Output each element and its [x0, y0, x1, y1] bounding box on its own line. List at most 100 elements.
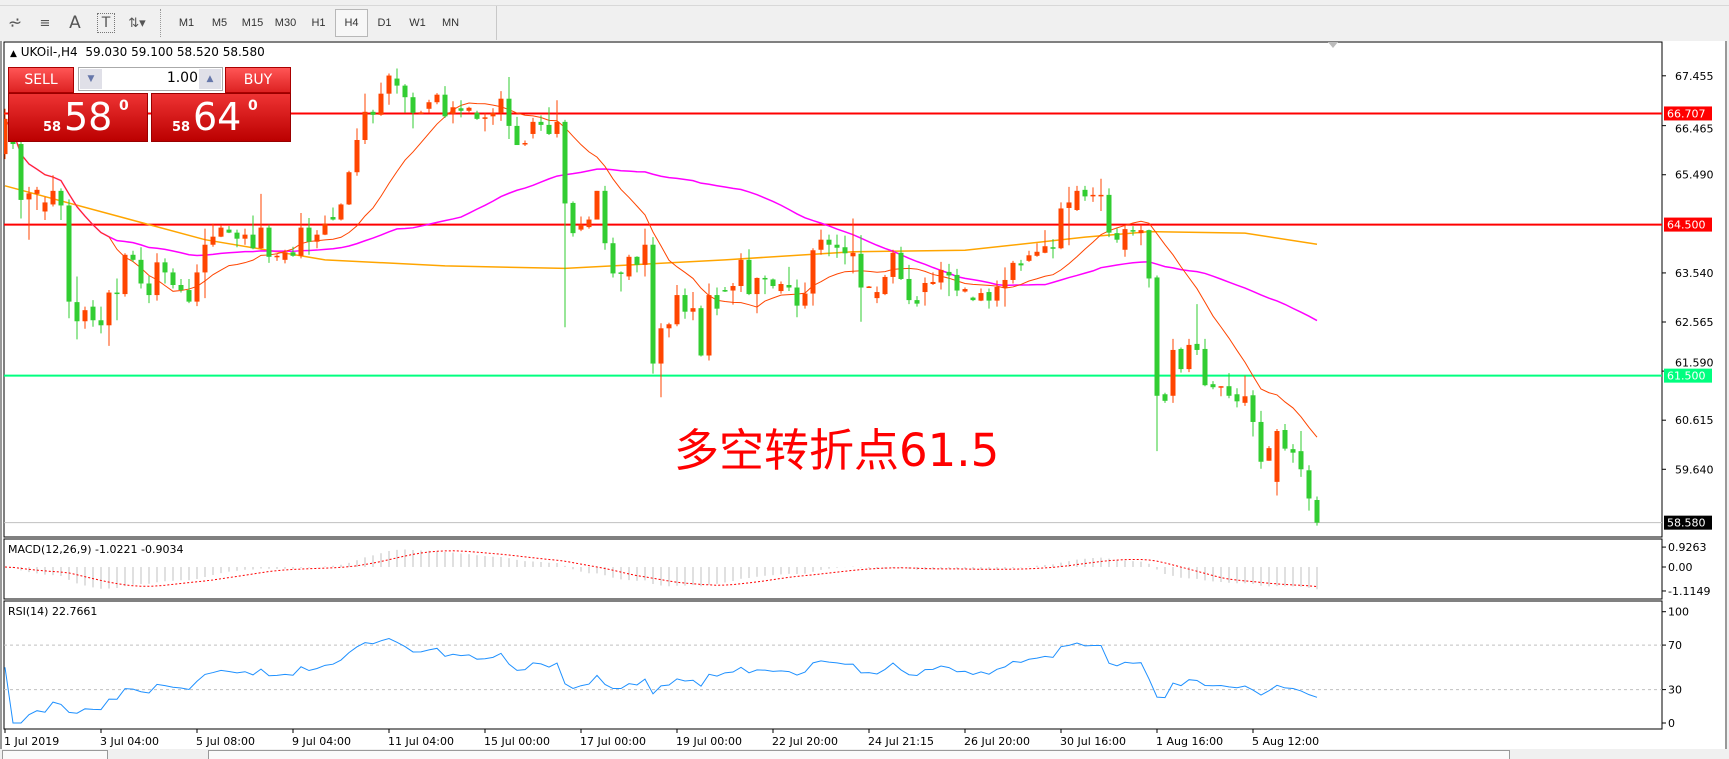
- arrows-icon[interactable]: ⇅▾: [128, 15, 146, 31]
- candle-body: [442, 94, 448, 117]
- price-axis-label: 62.565: [1675, 316, 1714, 329]
- text-icon[interactable]: A: [69, 13, 81, 33]
- candle: [394, 68, 400, 94]
- candle-body: [338, 204, 344, 220]
- sell-price-small: 58: [43, 120, 62, 135]
- candle-body: [1146, 230, 1152, 279]
- candle-body: [26, 193, 32, 200]
- candle-body: [210, 236, 216, 245]
- chart-tab[interactable]: [208, 750, 1510, 759]
- time-axis-label: 1 Aug 16:00: [1156, 735, 1223, 748]
- buy-price-box[interactable]: 58 64 0: [151, 93, 291, 142]
- timeframe-w1-button[interactable]: W1: [409, 17, 426, 29]
- candle: [1098, 178, 1104, 211]
- candle: [442, 86, 448, 118]
- text-label-icon[interactable]: T: [97, 13, 115, 33]
- candle-body: [234, 232, 240, 239]
- candle-body: [586, 219, 592, 228]
- candle: [666, 322, 672, 338]
- lot-increase-button[interactable]: ▲: [199, 69, 221, 89]
- candle: [858, 235, 864, 322]
- candle-body: [50, 190, 56, 205]
- candle-body: [1138, 230, 1144, 234]
- candle: [250, 215, 256, 250]
- candle: [1042, 230, 1048, 254]
- candle: [738, 253, 744, 293]
- candle-body: [18, 144, 24, 200]
- sell-price-box[interactable]: 58 58 0: [8, 93, 148, 142]
- candle-body: [410, 97, 416, 113]
- buy-button[interactable]: BUY: [225, 67, 291, 93]
- candle: [1082, 185, 1088, 201]
- candle-body: [1114, 233, 1120, 240]
- candle-body: [194, 272, 200, 302]
- candle: [114, 278, 120, 321]
- candle: [106, 290, 112, 346]
- candle: [1282, 423, 1288, 451]
- candle-body: [258, 227, 264, 249]
- candle: [1154, 275, 1160, 452]
- chart-tab[interactable]: [2, 750, 108, 759]
- lot-size-field[interactable]: ▼ 1.00 ▲: [78, 67, 223, 91]
- candle-body: [4, 118, 8, 155]
- candle: [786, 266, 792, 292]
- candle-body: [1098, 194, 1104, 197]
- sell-button[interactable]: SELL: [8, 67, 74, 93]
- candle: [906, 264, 912, 305]
- timeframe-m15-button[interactable]: M15: [241, 17, 264, 29]
- timeframe-d1-button[interactable]: D1: [377, 17, 392, 29]
- candle-body: [1042, 246, 1048, 253]
- candle: [506, 77, 512, 139]
- candle-body: [522, 143, 528, 145]
- time-axis-label: 30 Jul 16:00: [1060, 735, 1126, 748]
- candle: [610, 237, 616, 278]
- timeframe-mn-button[interactable]: MN: [441, 17, 460, 29]
- elliott-wave-icon[interactable]: ⩫: [7, 13, 23, 33]
- candle: [26, 186, 32, 240]
- candle: [746, 249, 752, 296]
- candle: [1162, 392, 1168, 403]
- candle-body: [226, 229, 232, 233]
- candle: [522, 140, 528, 147]
- candle: [1130, 226, 1136, 236]
- timeframe-h4-button[interactable]: H4: [335, 9, 368, 37]
- timeframe-h1-button[interactable]: H1: [311, 17, 326, 29]
- price-line-label-bg: [1664, 515, 1712, 530]
- candle-body: [850, 252, 856, 257]
- candle-body: [138, 259, 144, 284]
- collapse-triangle-icon[interactable]: ▲: [10, 49, 17, 59]
- candle: [1194, 304, 1200, 355]
- rsi-label: RSI(14) 22.7661: [8, 605, 97, 618]
- candle: [674, 285, 680, 327]
- candle: [1274, 429, 1280, 496]
- candle: [1234, 388, 1240, 408]
- candle: [994, 280, 1000, 307]
- candle-body: [938, 269, 944, 283]
- candle-body: [1050, 247, 1056, 249]
- candle: [650, 237, 656, 374]
- fibonacci-icon[interactable]: ≡: [39, 15, 51, 31]
- candle-body: [298, 227, 304, 256]
- candle-body: [34, 189, 40, 194]
- candle: [314, 230, 320, 249]
- timeframe-m5-button[interactable]: M5: [211, 17, 228, 29]
- candle: [170, 268, 176, 289]
- candle-body: [378, 93, 384, 115]
- price-axis-label: 67.455: [1675, 70, 1714, 83]
- candle-body: [434, 94, 440, 103]
- candle-body: [874, 292, 880, 299]
- timeframe-m1-button[interactable]: M1: [178, 17, 195, 29]
- candle: [1202, 338, 1208, 387]
- candle: [490, 108, 496, 125]
- candle: [682, 288, 688, 319]
- candle-body: [426, 102, 432, 109]
- lot-decrease-button[interactable]: ▼: [80, 69, 102, 89]
- candle: [242, 228, 248, 245]
- candle-body: [1066, 202, 1072, 208]
- candle: [266, 224, 272, 263]
- lot-value[interactable]: 1.00: [166, 70, 198, 86]
- candle-body: [322, 223, 328, 235]
- timeframe-m30-button[interactable]: M30: [274, 17, 297, 29]
- macd-axis-label: 0.9263: [1668, 541, 1707, 554]
- candle: [162, 258, 168, 284]
